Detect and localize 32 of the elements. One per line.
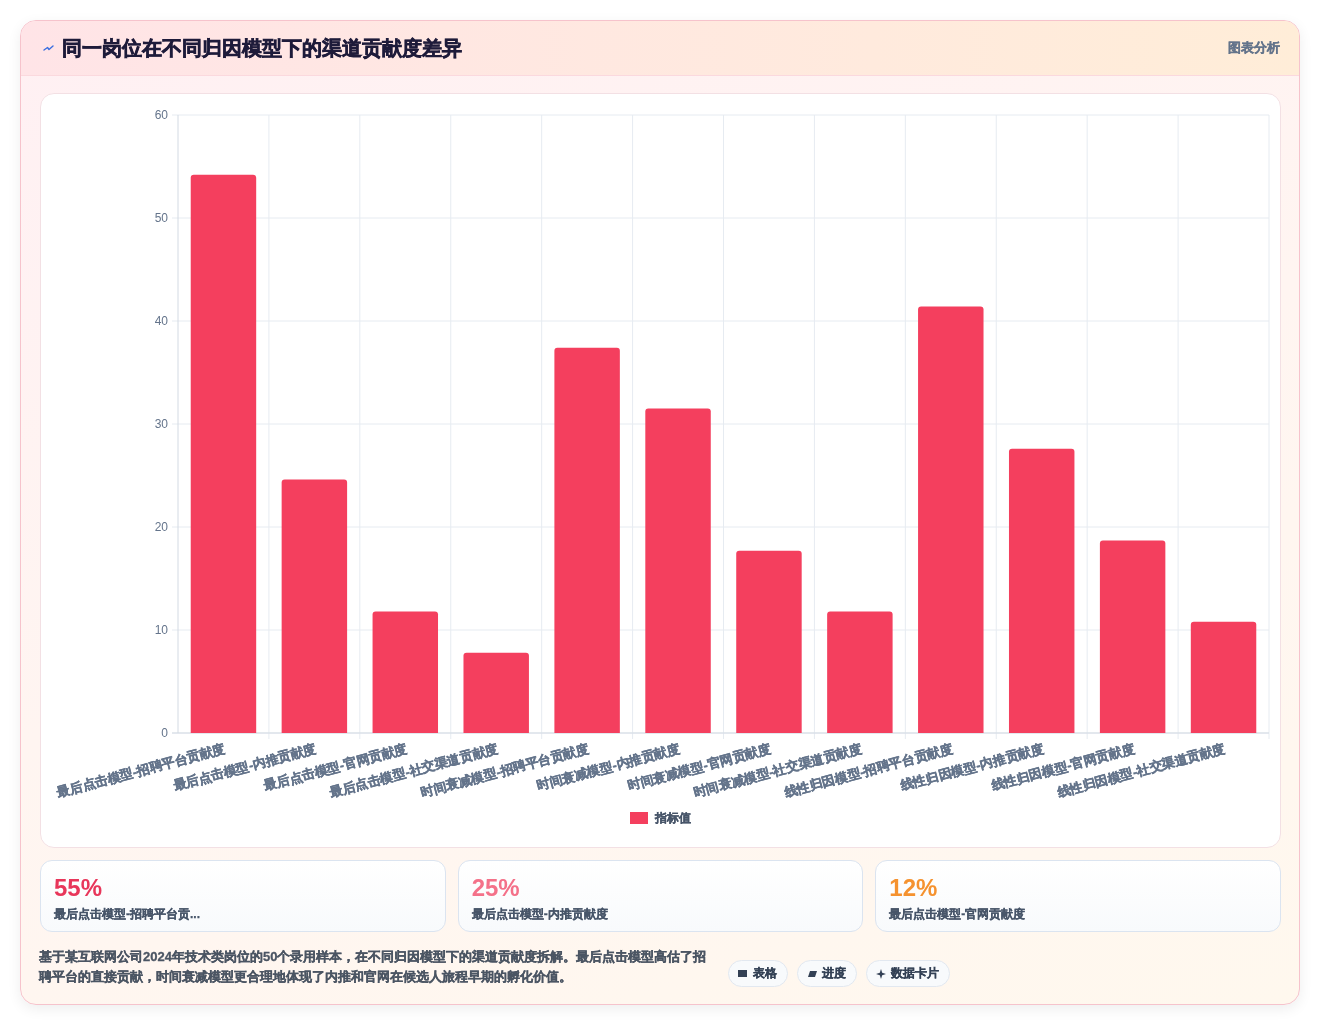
legend-label: 指标值 xyxy=(654,811,691,825)
text: 表格 xyxy=(753,965,777,982)
bar xyxy=(190,174,257,733)
text: 数据卡片 xyxy=(891,965,939,982)
y-tick-label: 50 xyxy=(154,211,169,225)
bar xyxy=(1190,621,1257,733)
text: 基于某互联网公司2024年技术类岗位的50个录用样本，在不同归因模型下的渠道贡献度拆解。最后点击模型高估了招聘平台的直接贡献，时间衰减模型更合理地体现了内推和官网在候选人旅程早期的孵化价值。 xyxy=(39,948,708,986)
y-tick-label: 20 xyxy=(154,520,169,534)
chart-title: 同一岗位在不同归因模型下的渠道贡献度差异 xyxy=(62,36,462,60)
bar xyxy=(1099,540,1166,733)
text: 图表分析 xyxy=(1228,40,1280,56)
y-tick-label: 30 xyxy=(154,417,169,431)
bar xyxy=(1008,448,1075,733)
bar xyxy=(736,550,802,733)
y-tick-label: 10 xyxy=(154,623,169,637)
bar xyxy=(372,611,439,733)
text: 12% xyxy=(889,874,938,901)
category-label: 最后点击模型-内推贡献度 xyxy=(471,906,608,922)
category-label: 最后点击模型-招聘平台贡... xyxy=(54,906,200,922)
category-label: 最后点击模型-官网贡献度 xyxy=(889,906,1026,922)
bar xyxy=(463,652,529,733)
text: 55% xyxy=(54,874,103,901)
bar xyxy=(645,408,711,733)
text: 进度 xyxy=(822,965,846,982)
bar xyxy=(918,306,984,733)
text: 25% xyxy=(471,874,520,901)
bar xyxy=(827,611,893,733)
y-tick-label: 60 xyxy=(154,108,169,122)
y-tick-label: 0 xyxy=(161,726,169,740)
bar xyxy=(554,347,620,733)
y-tick-label: 40 xyxy=(154,314,169,328)
bar xyxy=(281,479,348,733)
